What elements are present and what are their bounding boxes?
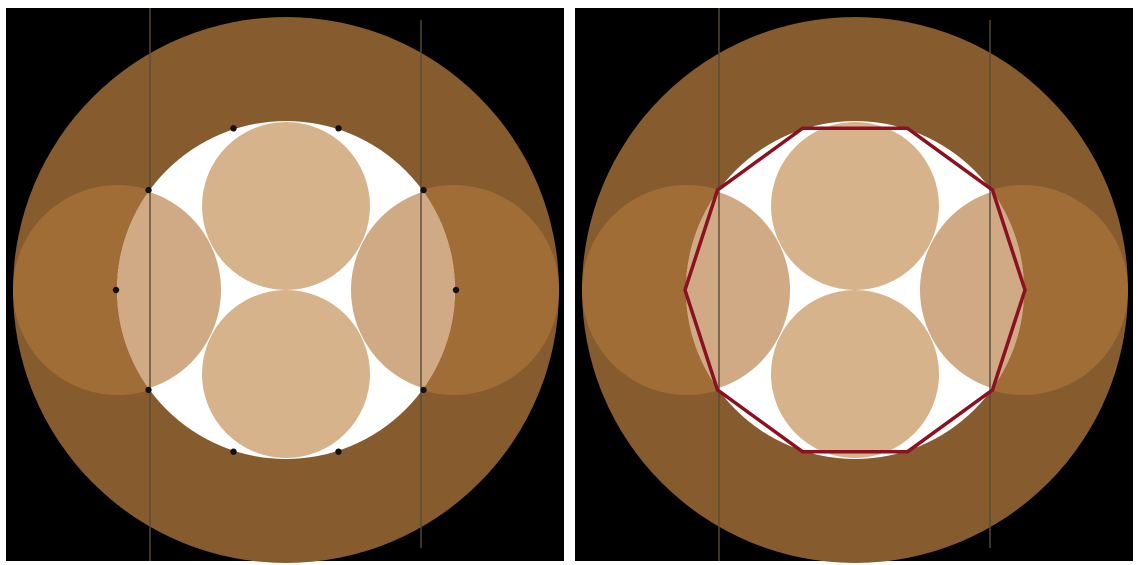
- vertex-dot-4: [230, 448, 237, 455]
- vertex-dot-2: [420, 386, 427, 394]
- decagon-outline: [683, 126, 1027, 454]
- diagram-left: [6, 8, 564, 563]
- vertex-dot-3: [335, 448, 342, 455]
- diagram-right: [575, 8, 1133, 563]
- panel-right-decagon: [569, 0, 1138, 565]
- lens-group: [686, 187, 1024, 393]
- central-disk-bottom: [202, 290, 370, 458]
- panel-left-vertex-dots: [6, 8, 564, 563]
- lens-left: [686, 187, 790, 393]
- vertex-dot-10: [420, 186, 427, 194]
- central-disk-top: [202, 122, 370, 290]
- central-disk-bottom: [771, 290, 939, 458]
- vertex-dot-9: [335, 125, 342, 132]
- lens-right: [920, 187, 1024, 393]
- vertex-dot-8: [230, 125, 237, 132]
- vertex-dot-5: [145, 386, 152, 394]
- vertex-dot-6: [112, 286, 120, 294]
- vertex-dot-7: [145, 186, 152, 194]
- vertex-dot-1: [452, 286, 460, 294]
- central-disk-top: [771, 122, 939, 290]
